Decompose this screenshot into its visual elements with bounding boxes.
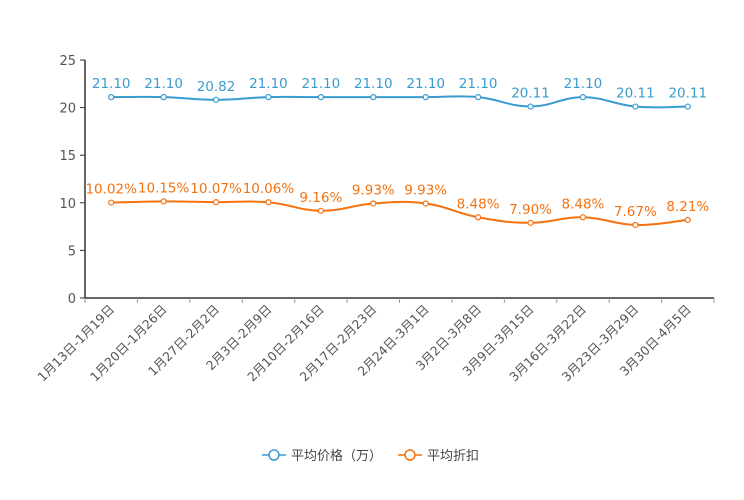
data-point	[108, 94, 115, 101]
data-label: 8.48%	[562, 196, 605, 212]
data-label: 21.10	[354, 76, 393, 92]
data-point	[527, 103, 534, 110]
data-point	[265, 94, 272, 101]
legend-marker	[268, 449, 280, 461]
data-point	[579, 94, 587, 101]
data-label: 21.10	[459, 76, 498, 92]
data-label: 10.07%	[190, 181, 242, 197]
data-point	[370, 94, 377, 101]
data-point	[475, 94, 482, 101]
data-point	[579, 214, 587, 221]
data-point	[370, 200, 377, 207]
data-label: 20.11	[668, 86, 707, 102]
data-label: 21.10	[92, 76, 131, 92]
data-point	[108, 199, 115, 206]
data-point	[684, 216, 691, 223]
data-label: 21.10	[249, 76, 288, 92]
data-label: 21.10	[144, 76, 183, 92]
data-point	[527, 219, 534, 226]
data-point	[422, 94, 429, 101]
data-label: 10.02%	[85, 182, 137, 198]
data-label: 9.93%	[404, 182, 447, 198]
y-tick-label: 0	[68, 292, 76, 307]
series-line-1	[111, 200, 688, 226]
series-line-0	[111, 95, 688, 109]
data-label: 21.10	[406, 76, 445, 92]
data-point	[160, 198, 167, 205]
data-label: 10.15%	[138, 180, 190, 196]
data-label: 9.16%	[299, 190, 342, 206]
data-label: 21.10	[564, 76, 603, 92]
data-label: 8.48%	[457, 196, 500, 212]
y-tick-label: 10	[59, 197, 76, 212]
data-point	[317, 207, 324, 214]
data-label: 20.82	[197, 79, 236, 95]
data-label: 21.10	[302, 76, 341, 92]
data-label: 8.21%	[666, 199, 709, 215]
data-point	[212, 96, 220, 103]
data-label: 9.93%	[352, 182, 395, 198]
data-point	[684, 103, 691, 110]
data-point	[212, 199, 220, 206]
data-point	[265, 199, 272, 206]
y-tick-label: 25	[59, 54, 76, 69]
data-point	[317, 94, 324, 101]
data-point	[160, 94, 167, 101]
data-point	[632, 221, 639, 229]
data-point	[475, 214, 482, 221]
data-point	[632, 103, 639, 110]
data-label: 20.11	[616, 86, 655, 102]
y-tick-label: 5	[68, 244, 76, 259]
legend-label: 平均价格（万）	[291, 448, 382, 464]
data-label: 20.11	[511, 86, 550, 102]
data-label: 7.67%	[614, 204, 657, 220]
y-tick-label: 15	[59, 149, 76, 164]
data-point	[422, 200, 429, 207]
legend-marker	[404, 449, 416, 461]
data-label: 10.06%	[243, 181, 295, 197]
data-label: 7.90%	[509, 202, 552, 218]
legend-label: 平均折扣	[427, 449, 479, 464]
y-tick-label: 20	[59, 102, 76, 117]
